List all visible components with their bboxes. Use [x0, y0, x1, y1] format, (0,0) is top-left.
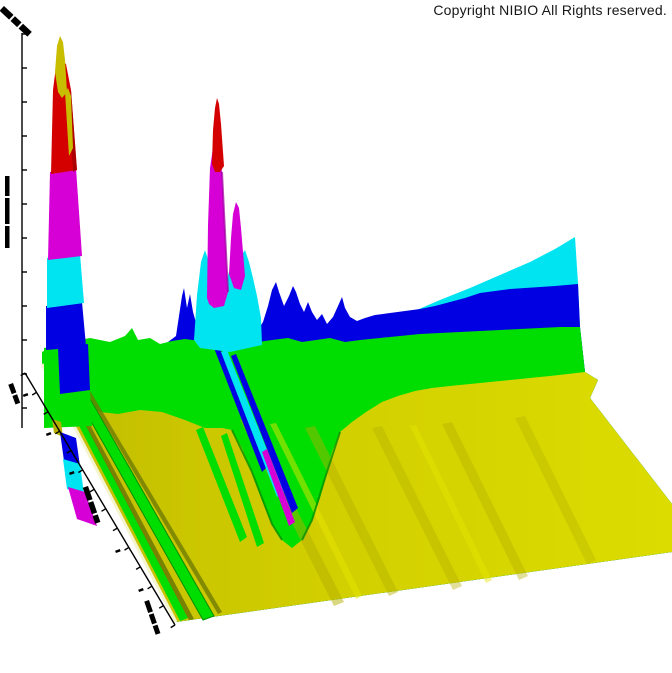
peak1-cyan-band: [47, 254, 84, 308]
front-axis: [20, 372, 176, 629]
dip-magenta: [68, 487, 97, 526]
green-finger: [196, 427, 247, 542]
label-stroke: [18, 23, 32, 37]
front-axis-tick: [54, 430, 60, 435]
label-stroke: [92, 514, 101, 524]
label-stroke: [0, 6, 14, 20]
label-stroke: [88, 501, 98, 515]
tongue-edge-left: [231, 429, 283, 541]
dip-cyan: [63, 459, 84, 494]
pale-streak: [410, 425, 492, 583]
label-stroke: [10, 16, 22, 28]
blue-ridge-sliver: [231, 354, 298, 513]
front-axis-tick: [89, 488, 95, 493]
label-stroke: [5, 226, 10, 248]
label-stroke: [144, 600, 153, 613]
tiny-tick-label: [45, 432, 52, 437]
front-axis-tick: [158, 605, 164, 609]
tongue-edge-right: [301, 431, 341, 541]
tiny-tick-label: [115, 549, 121, 554]
front-axis-tick: [124, 546, 130, 551]
front-axis-tick: [170, 624, 176, 629]
front-olive-stripe: [54, 365, 194, 620]
label-stroke: [152, 624, 161, 635]
front-axis-tick-labels-illegible: [22, 393, 144, 593]
ridge-trace-slivers: [196, 346, 341, 547]
front-axis-tick: [147, 585, 153, 590]
olive-streak: [442, 422, 528, 580]
front-axis-label-end-illegible: [144, 600, 161, 635]
z-axis: [21, 33, 27, 428]
front-axis-tick: [31, 391, 37, 396]
peak-2: [194, 98, 262, 352]
blue-ridge-sliver: [214, 346, 268, 472]
peak1-yellow-side-sliver: [65, 88, 73, 156]
peak1-green-column: [44, 346, 92, 428]
peak2-magenta-body: [207, 140, 228, 308]
pale-streak: [270, 423, 362, 599]
peak2-magenta-shade: [221, 171, 229, 293]
peak-1: [44, 36, 92, 428]
peak2-cyan-mass: [194, 246, 262, 352]
front-axis-line: [24, 372, 176, 626]
tiny-tick-label: [138, 588, 144, 593]
front-axis-tick: [101, 508, 107, 512]
olive-streak: [515, 416, 596, 564]
label-stroke: [148, 613, 157, 625]
peak1-yellow-tip: [55, 36, 67, 98]
label-stroke: [8, 383, 17, 395]
label-stroke: [82, 486, 93, 502]
peak1-red-shade: [70, 90, 77, 172]
label-stroke: [5, 198, 10, 224]
front-axis-tick: [135, 566, 141, 570]
copyright-text: Copyright NIBIO All Rights reserved.: [433, 2, 667, 18]
corner-axis-title-illegible: [0, 6, 32, 37]
peak1-blue-band: [46, 302, 86, 350]
front-dark-stripe: [76, 374, 222, 614]
z-axis-title-illegible: [5, 176, 10, 248]
front-axis-label-mid-illegible: [82, 486, 101, 524]
olive-streak: [372, 426, 462, 590]
green-finger: [221, 433, 264, 547]
magenta-ridge-sliver: [262, 449, 295, 526]
front-axis-tick: [66, 449, 72, 454]
label-stroke: [5, 176, 10, 196]
peak2b-magenta-peak: [229, 202, 245, 290]
peak1-magenta-band: [48, 168, 82, 260]
front-axis-tick: [20, 372, 26, 377]
front-axis-label-origin-illegible: [8, 383, 21, 405]
peak1-blue-patch: [58, 344, 90, 394]
front-axis-tick: [78, 469, 84, 474]
peak2-red-tip: [212, 98, 224, 172]
tiny-tick-label: [22, 393, 29, 398]
front-axis-tick: [112, 527, 118, 532]
tiny-tick-label: [69, 471, 75, 476]
label-stroke: [12, 394, 21, 405]
front-axis-tick: [43, 411, 49, 415]
